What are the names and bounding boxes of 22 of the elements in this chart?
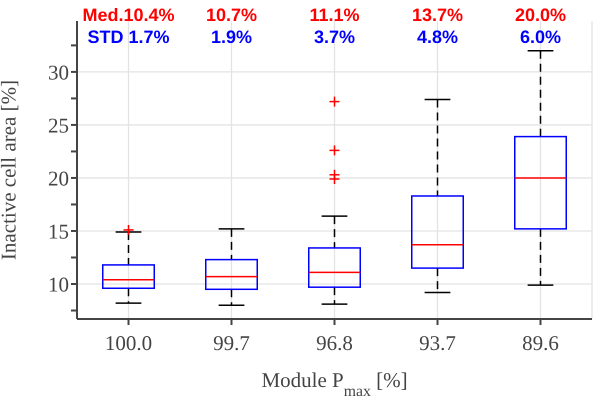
y-tick-label: 10 bbox=[48, 272, 69, 296]
annotation: 3.7% bbox=[312, 27, 356, 48]
y-tick-label: 30 bbox=[48, 60, 69, 84]
annotation: 4.8% bbox=[416, 27, 460, 48]
x-tick-label: 93.7 bbox=[419, 330, 456, 355]
annotation: 1.9% bbox=[210, 27, 254, 48]
x-tick-label: 99.7 bbox=[213, 330, 250, 355]
x-tick-label: 100.0 bbox=[104, 330, 152, 355]
y-tick-label: 20 bbox=[48, 166, 69, 190]
annotation: 20.0% bbox=[514, 5, 568, 26]
y-tick-label: 25 bbox=[48, 113, 69, 138]
annotation: 11.1% bbox=[308, 5, 361, 26]
y-tick-label: 15 bbox=[48, 219, 69, 244]
annotation: 13.7% bbox=[410, 5, 464, 26]
annotation: STD 1.7% bbox=[86, 27, 171, 48]
y-axis-title: Inactive cell area [%] bbox=[0, 80, 20, 260]
annotation: 10.7% bbox=[206, 5, 258, 25]
x-tick-label: 89.6 bbox=[522, 330, 559, 355]
x-tick-label: 96.8 bbox=[316, 330, 353, 355]
annotation: Med.10.4% bbox=[81, 5, 176, 26]
annotation: 6.0% bbox=[518, 27, 562, 48]
x-axis-title: Module P$_{max}$ [%] bbox=[261, 368, 408, 400]
